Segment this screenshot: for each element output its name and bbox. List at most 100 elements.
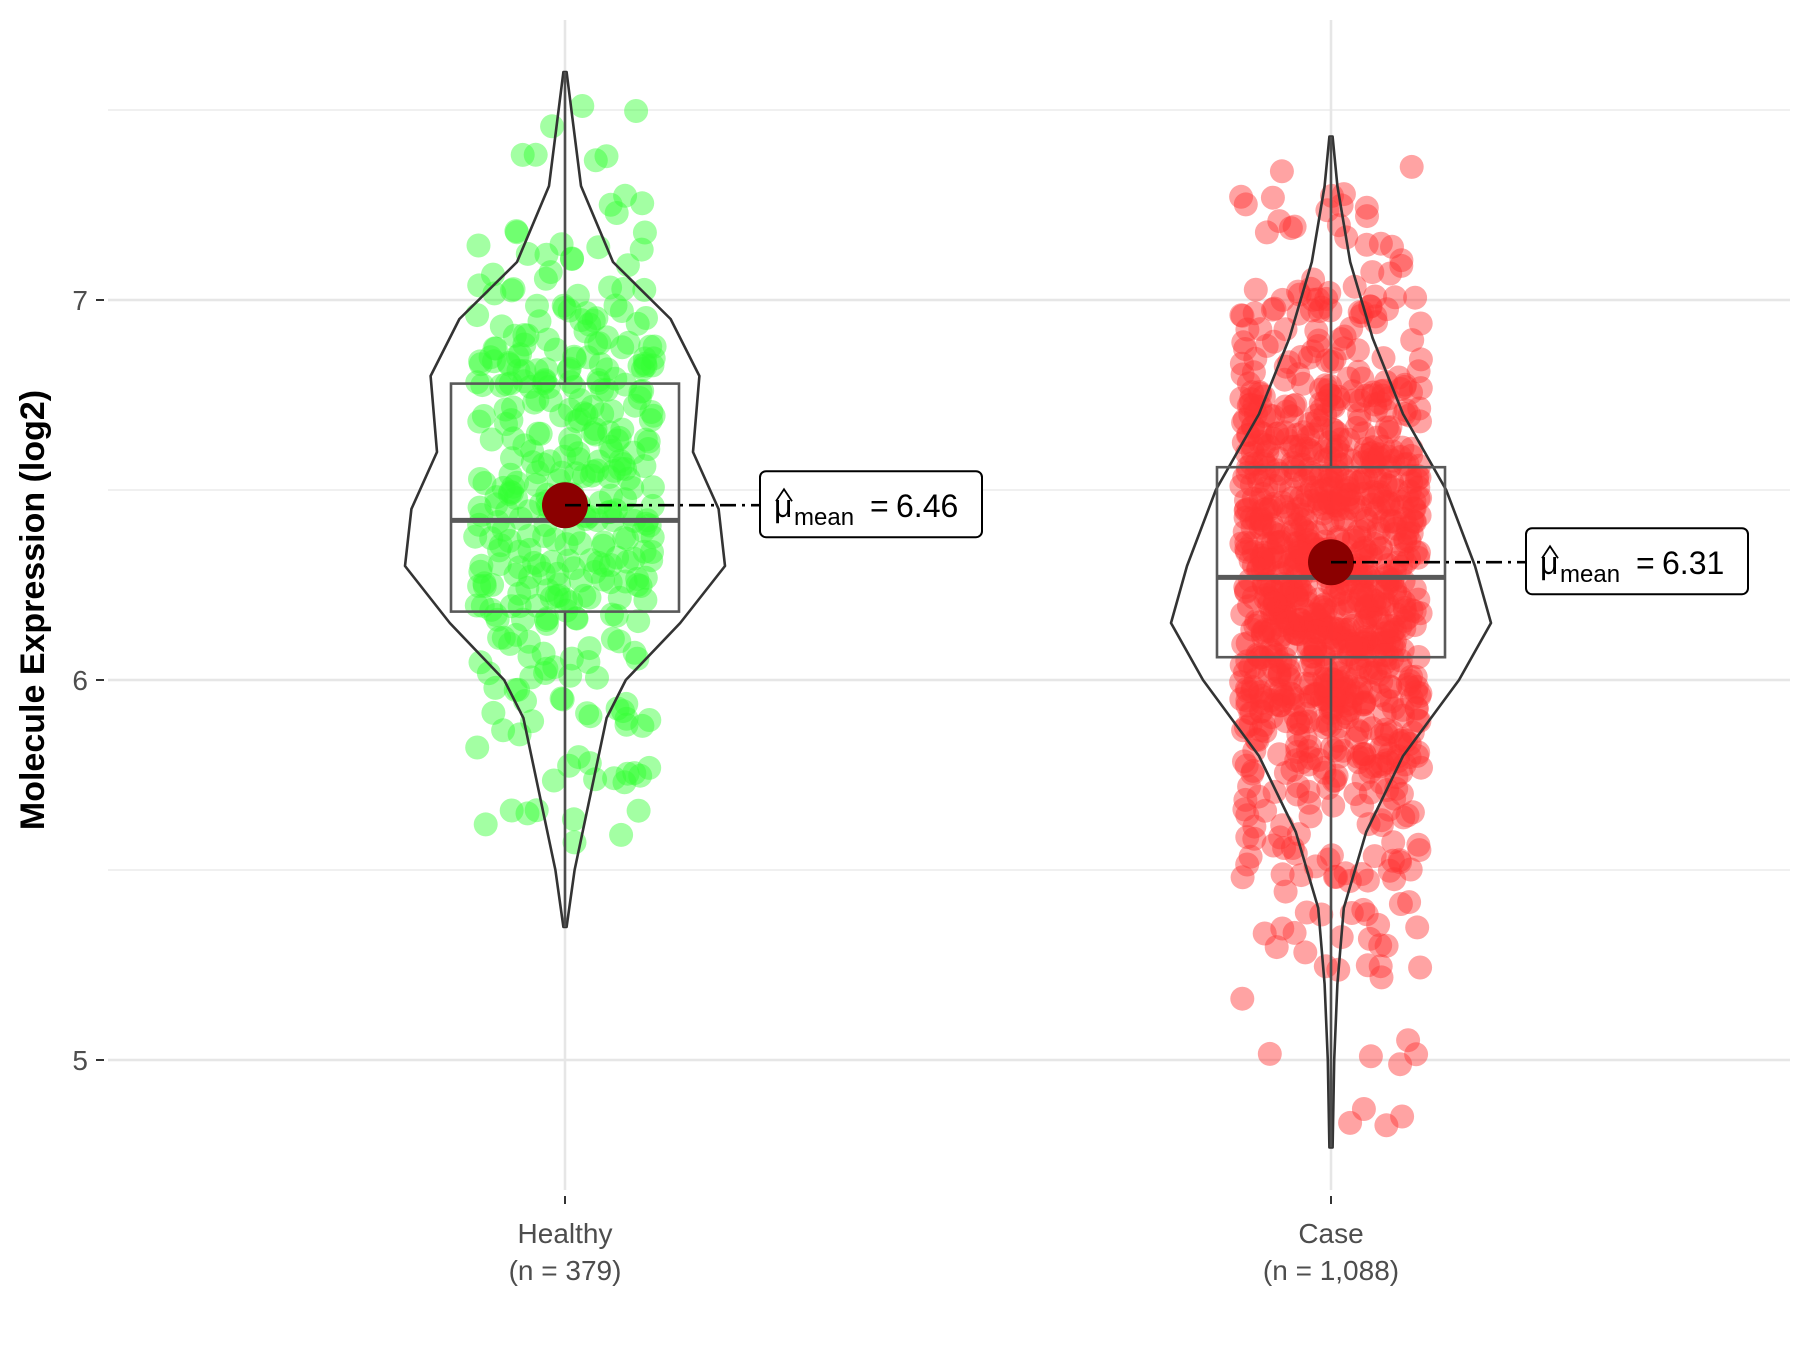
data-point	[605, 545, 630, 570]
data-point	[1286, 722, 1311, 747]
data-point	[1285, 586, 1310, 611]
data-point	[1347, 519, 1372, 544]
data-point	[1281, 693, 1306, 717]
data-point	[622, 393, 647, 418]
data-point	[1260, 185, 1285, 210]
data-point	[491, 475, 516, 500]
data-point	[1389, 532, 1414, 557]
data-point	[491, 517, 516, 542]
data-point	[1282, 522, 1307, 547]
data-point	[1393, 527, 1418, 552]
data-point	[1371, 378, 1396, 403]
data-point	[1397, 675, 1422, 700]
data-point	[1363, 588, 1387, 613]
data-point	[1397, 890, 1422, 915]
data-point	[1361, 480, 1386, 505]
data-point	[559, 433, 584, 458]
data-point	[1275, 653, 1300, 678]
data-point	[1315, 712, 1340, 736]
data-point	[641, 403, 666, 428]
data-point	[491, 718, 516, 743]
data-point	[1352, 536, 1377, 560]
data-point	[1272, 599, 1297, 624]
data-point	[1309, 687, 1334, 712]
data-point	[613, 457, 638, 481]
data-point	[1301, 609, 1326, 634]
data-point	[1346, 470, 1371, 495]
data-point	[468, 467, 492, 491]
data-point	[535, 327, 560, 352]
data-point	[1358, 634, 1383, 659]
data-point	[1400, 328, 1425, 353]
data-point	[1353, 609, 1378, 634]
data-point	[1254, 333, 1279, 358]
data-point	[627, 386, 652, 410]
data-point	[1294, 508, 1319, 533]
data-point	[1262, 491, 1287, 516]
data-point	[1367, 390, 1392, 415]
data-point	[508, 342, 532, 367]
data-point	[1281, 686, 1306, 711]
data-point	[1261, 329, 1286, 354]
data-point	[1338, 642, 1363, 666]
violin-outline	[1169, 135, 1493, 1149]
data-point	[467, 495, 492, 520]
data-point	[1309, 902, 1334, 927]
data-point	[1312, 592, 1337, 617]
data-point	[1266, 530, 1291, 555]
data-point	[626, 609, 651, 634]
data-point	[1268, 678, 1293, 703]
data-point	[1327, 487, 1352, 512]
data-point	[1369, 722, 1394, 747]
data-point	[1402, 599, 1427, 624]
data-point	[1312, 620, 1337, 645]
data-point	[1287, 608, 1312, 633]
data-point	[1368, 442, 1392, 467]
data-point	[522, 390, 547, 415]
data-point	[1372, 702, 1397, 727]
data-point	[1344, 726, 1369, 751]
data-point	[1272, 494, 1297, 519]
data-point	[1399, 443, 1424, 468]
data-point	[1304, 318, 1329, 343]
data-point	[1406, 545, 1431, 570]
data-point	[1402, 489, 1427, 514]
data-point	[1395, 672, 1420, 697]
data-point	[1289, 611, 1314, 636]
data-point	[1345, 635, 1370, 660]
data-point	[1279, 575, 1304, 599]
data-point	[466, 233, 491, 258]
data-point	[605, 428, 630, 453]
data-point	[1293, 726, 1318, 750]
data-point	[616, 330, 641, 355]
data-point	[1295, 483, 1320, 508]
data-point	[1379, 634, 1404, 659]
data-point	[1253, 798, 1278, 823]
data-point	[489, 373, 514, 398]
data-point	[1306, 287, 1331, 312]
data-point	[1294, 436, 1319, 461]
data-point	[1382, 786, 1407, 811]
data-point	[1298, 463, 1323, 488]
data-point	[1378, 674, 1403, 699]
data-point	[1322, 621, 1347, 646]
data-point	[1265, 598, 1290, 623]
data-point	[1329, 327, 1354, 352]
data-point	[1259, 512, 1284, 537]
data-point	[1242, 301, 1267, 326]
data-point	[1269, 613, 1294, 638]
data-point	[1301, 287, 1326, 312]
data-point	[1252, 404, 1277, 429]
data-point	[1261, 656, 1286, 681]
data-point	[611, 277, 636, 301]
data-point	[1408, 955, 1433, 980]
data-point	[1388, 489, 1413, 514]
data-point	[1308, 415, 1333, 440]
data-point	[1306, 747, 1331, 772]
data-point	[1306, 334, 1331, 358]
data-point	[1354, 902, 1379, 927]
data-point	[553, 587, 578, 612]
data-point	[1349, 637, 1374, 661]
data-point	[1359, 601, 1383, 626]
data-point	[1286, 530, 1311, 555]
